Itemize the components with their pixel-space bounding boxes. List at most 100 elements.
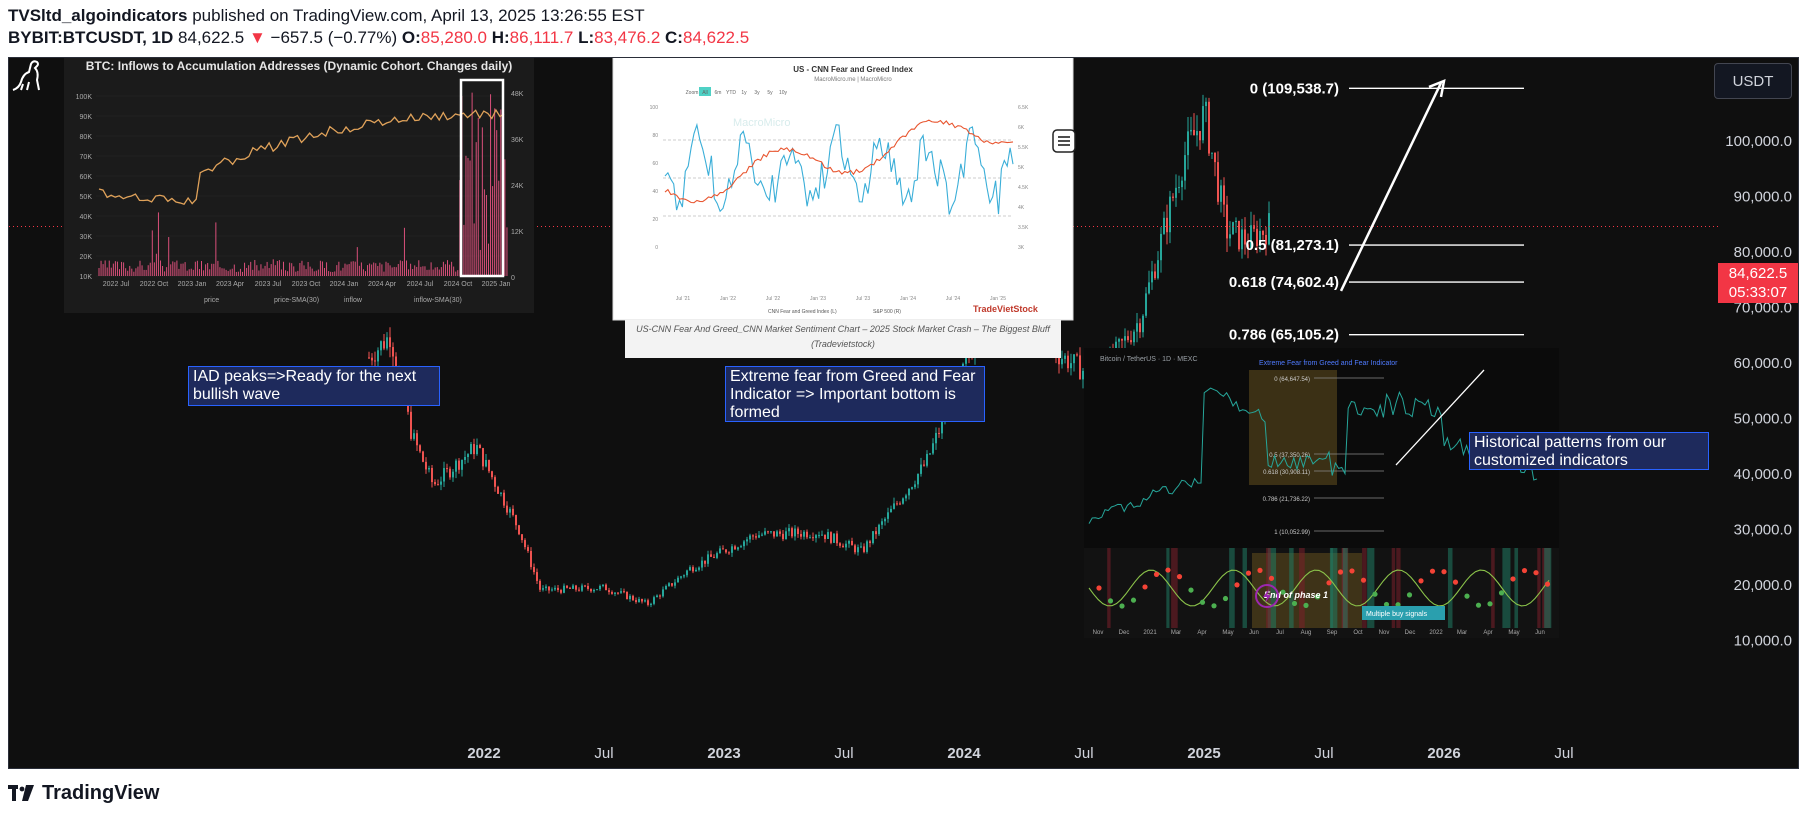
candle-body bbox=[380, 341, 382, 351]
candle-body bbox=[1226, 204, 1228, 239]
candle-body bbox=[1154, 271, 1156, 279]
currency-button[interactable]: USDT bbox=[1714, 63, 1792, 99]
candle-body bbox=[797, 528, 799, 535]
inset-hist-osc-band bbox=[1266, 548, 1271, 628]
candle-body bbox=[899, 503, 901, 505]
candle-body bbox=[941, 418, 943, 434]
candle-body bbox=[914, 484, 916, 488]
candle-body bbox=[572, 585, 574, 589]
candle-body bbox=[869, 541, 871, 544]
candle-body bbox=[782, 533, 784, 540]
candle-body bbox=[1073, 354, 1075, 364]
low-label: L: bbox=[578, 28, 595, 47]
time-axis-label: Jul bbox=[1554, 745, 1573, 762]
inset-cnn-left-tick: 0 bbox=[655, 245, 658, 251]
candle-body bbox=[503, 492, 505, 506]
candle-body bbox=[1160, 233, 1162, 261]
candle-body bbox=[743, 541, 745, 547]
candle-body bbox=[785, 531, 787, 540]
fib-label: 0.618 (74,602.4) bbox=[1229, 274, 1339, 291]
candle-body bbox=[524, 540, 526, 548]
candle-body bbox=[533, 567, 535, 573]
candle-body bbox=[1157, 260, 1159, 279]
candle-body bbox=[896, 503, 898, 505]
change-arrow-icon: ▼ bbox=[248, 28, 266, 47]
candle-body bbox=[413, 433, 415, 439]
inset-hist-signal-dot bbox=[1337, 569, 1344, 575]
publish-date: published on TradingView.com, April 13, … bbox=[192, 6, 645, 25]
inset-hist-signal-dot bbox=[1130, 597, 1137, 603]
candle-body bbox=[1199, 131, 1201, 141]
candle-body bbox=[542, 588, 544, 590]
inset-cnn-left-tick: 20 bbox=[652, 217, 658, 223]
candle-body bbox=[668, 583, 670, 587]
candle-body bbox=[866, 541, 868, 552]
inset-hist-signal-dot bbox=[1314, 594, 1321, 600]
inset-hist-osc-band bbox=[1544, 548, 1552, 628]
dino-icon[interactable] bbox=[9, 58, 45, 94]
candle-body bbox=[923, 464, 925, 466]
candle-body bbox=[902, 498, 904, 504]
chart-pane[interactable]: 110,000.0100,000.090,000.080,000.070,000… bbox=[8, 57, 1799, 769]
candle-body bbox=[647, 600, 649, 605]
inset-iad-x-tick: 2024 Oct bbox=[444, 281, 472, 288]
price-tag-countdown: 05:33:07 bbox=[1728, 284, 1788, 301]
candle-body bbox=[620, 591, 622, 593]
symbol-label[interactable]: BYBIT:BTCUSDT, 1D bbox=[8, 28, 174, 47]
inset-hist-x-tick: May bbox=[1222, 630, 1233, 636]
candle-body bbox=[707, 554, 709, 564]
candle-body bbox=[830, 532, 832, 543]
candle-body bbox=[626, 591, 628, 600]
high-label: H: bbox=[491, 28, 510, 47]
inset-hist-x-tick: May bbox=[1508, 630, 1519, 636]
chart-header: TVSltd_algoindicators published on Tradi… bbox=[0, 0, 1807, 58]
inset-cnn-right-tick: 3.5K bbox=[1018, 225, 1029, 231]
note-fear[interactable]: Extreme fear from Greed and Fear Indicat… bbox=[725, 366, 985, 422]
candle-body bbox=[1268, 213, 1270, 245]
author-name[interactable]: TVSltd_algoindicators bbox=[8, 6, 188, 25]
footer-brand[interactable]: TradingView bbox=[8, 778, 159, 808]
last-price: 84,622.5 bbox=[178, 28, 245, 47]
inset-cnn-left-tick: 40 bbox=[652, 189, 658, 195]
candle-body bbox=[854, 545, 856, 553]
candle-body bbox=[686, 570, 688, 576]
candle-body bbox=[488, 459, 490, 472]
candle-body bbox=[617, 592, 619, 594]
inset-hist-signal-dot bbox=[1464, 593, 1470, 599]
inset-hist-arrow bbox=[1395, 369, 1485, 466]
candle-body bbox=[434, 482, 436, 485]
candle-body bbox=[890, 508, 892, 513]
candle-body bbox=[554, 587, 556, 590]
candle-body bbox=[458, 460, 460, 470]
candle-body bbox=[824, 534, 826, 539]
ohlc-line: BYBIT:BTCUSDT, 1D 84,622.5 ▼ −657.5 (−0.… bbox=[8, 28, 749, 48]
note-historical[interactable]: Historical patterns from our customized … bbox=[1469, 432, 1709, 470]
candle-body bbox=[560, 590, 562, 593]
inset-iad-x-tick: 2023 Jan bbox=[178, 281, 207, 288]
price-axis-label: 10,000.0 bbox=[1734, 632, 1792, 649]
inset-cnn-chart: US - CNN Fear and Greed Index MacroMicro.… bbox=[612, 58, 1076, 358]
inset-hist-x-tick: Jul bbox=[1276, 630, 1284, 636]
candle-body bbox=[1151, 271, 1153, 283]
candle-body bbox=[605, 584, 607, 591]
candle-body bbox=[419, 445, 421, 452]
candle-body bbox=[1181, 180, 1183, 188]
candle-body bbox=[566, 585, 568, 588]
candle-body bbox=[527, 547, 529, 551]
note-iad[interactable]: IAD peaks=>Ready for the next bullish wa… bbox=[188, 366, 440, 406]
price-axis-label: 40,000.0 bbox=[1734, 466, 1792, 483]
candle-body bbox=[1217, 162, 1219, 202]
inset-hist-x-tick: Dec bbox=[1119, 630, 1130, 636]
candle-body bbox=[836, 533, 838, 544]
candle-body bbox=[764, 531, 766, 535]
inset-hist-osc-band bbox=[1267, 548, 1277, 628]
tradingview-logo-icon bbox=[8, 785, 34, 801]
inset-cnn-zoom-button: All bbox=[702, 90, 708, 96]
inset-hist-signal-dot bbox=[1429, 568, 1436, 574]
candle-body bbox=[1193, 129, 1195, 136]
candle-body bbox=[1259, 230, 1261, 247]
candle-body bbox=[1118, 339, 1120, 342]
inset-iad-title: BTC: Inflows to Accumulation Addresses (… bbox=[86, 59, 513, 73]
candle-body bbox=[416, 433, 418, 446]
inset-iad-x-tick: 2024 Jan bbox=[330, 281, 359, 288]
